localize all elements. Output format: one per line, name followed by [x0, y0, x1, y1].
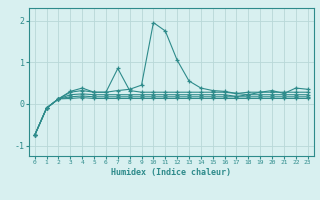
X-axis label: Humidex (Indice chaleur): Humidex (Indice chaleur)	[111, 168, 231, 177]
